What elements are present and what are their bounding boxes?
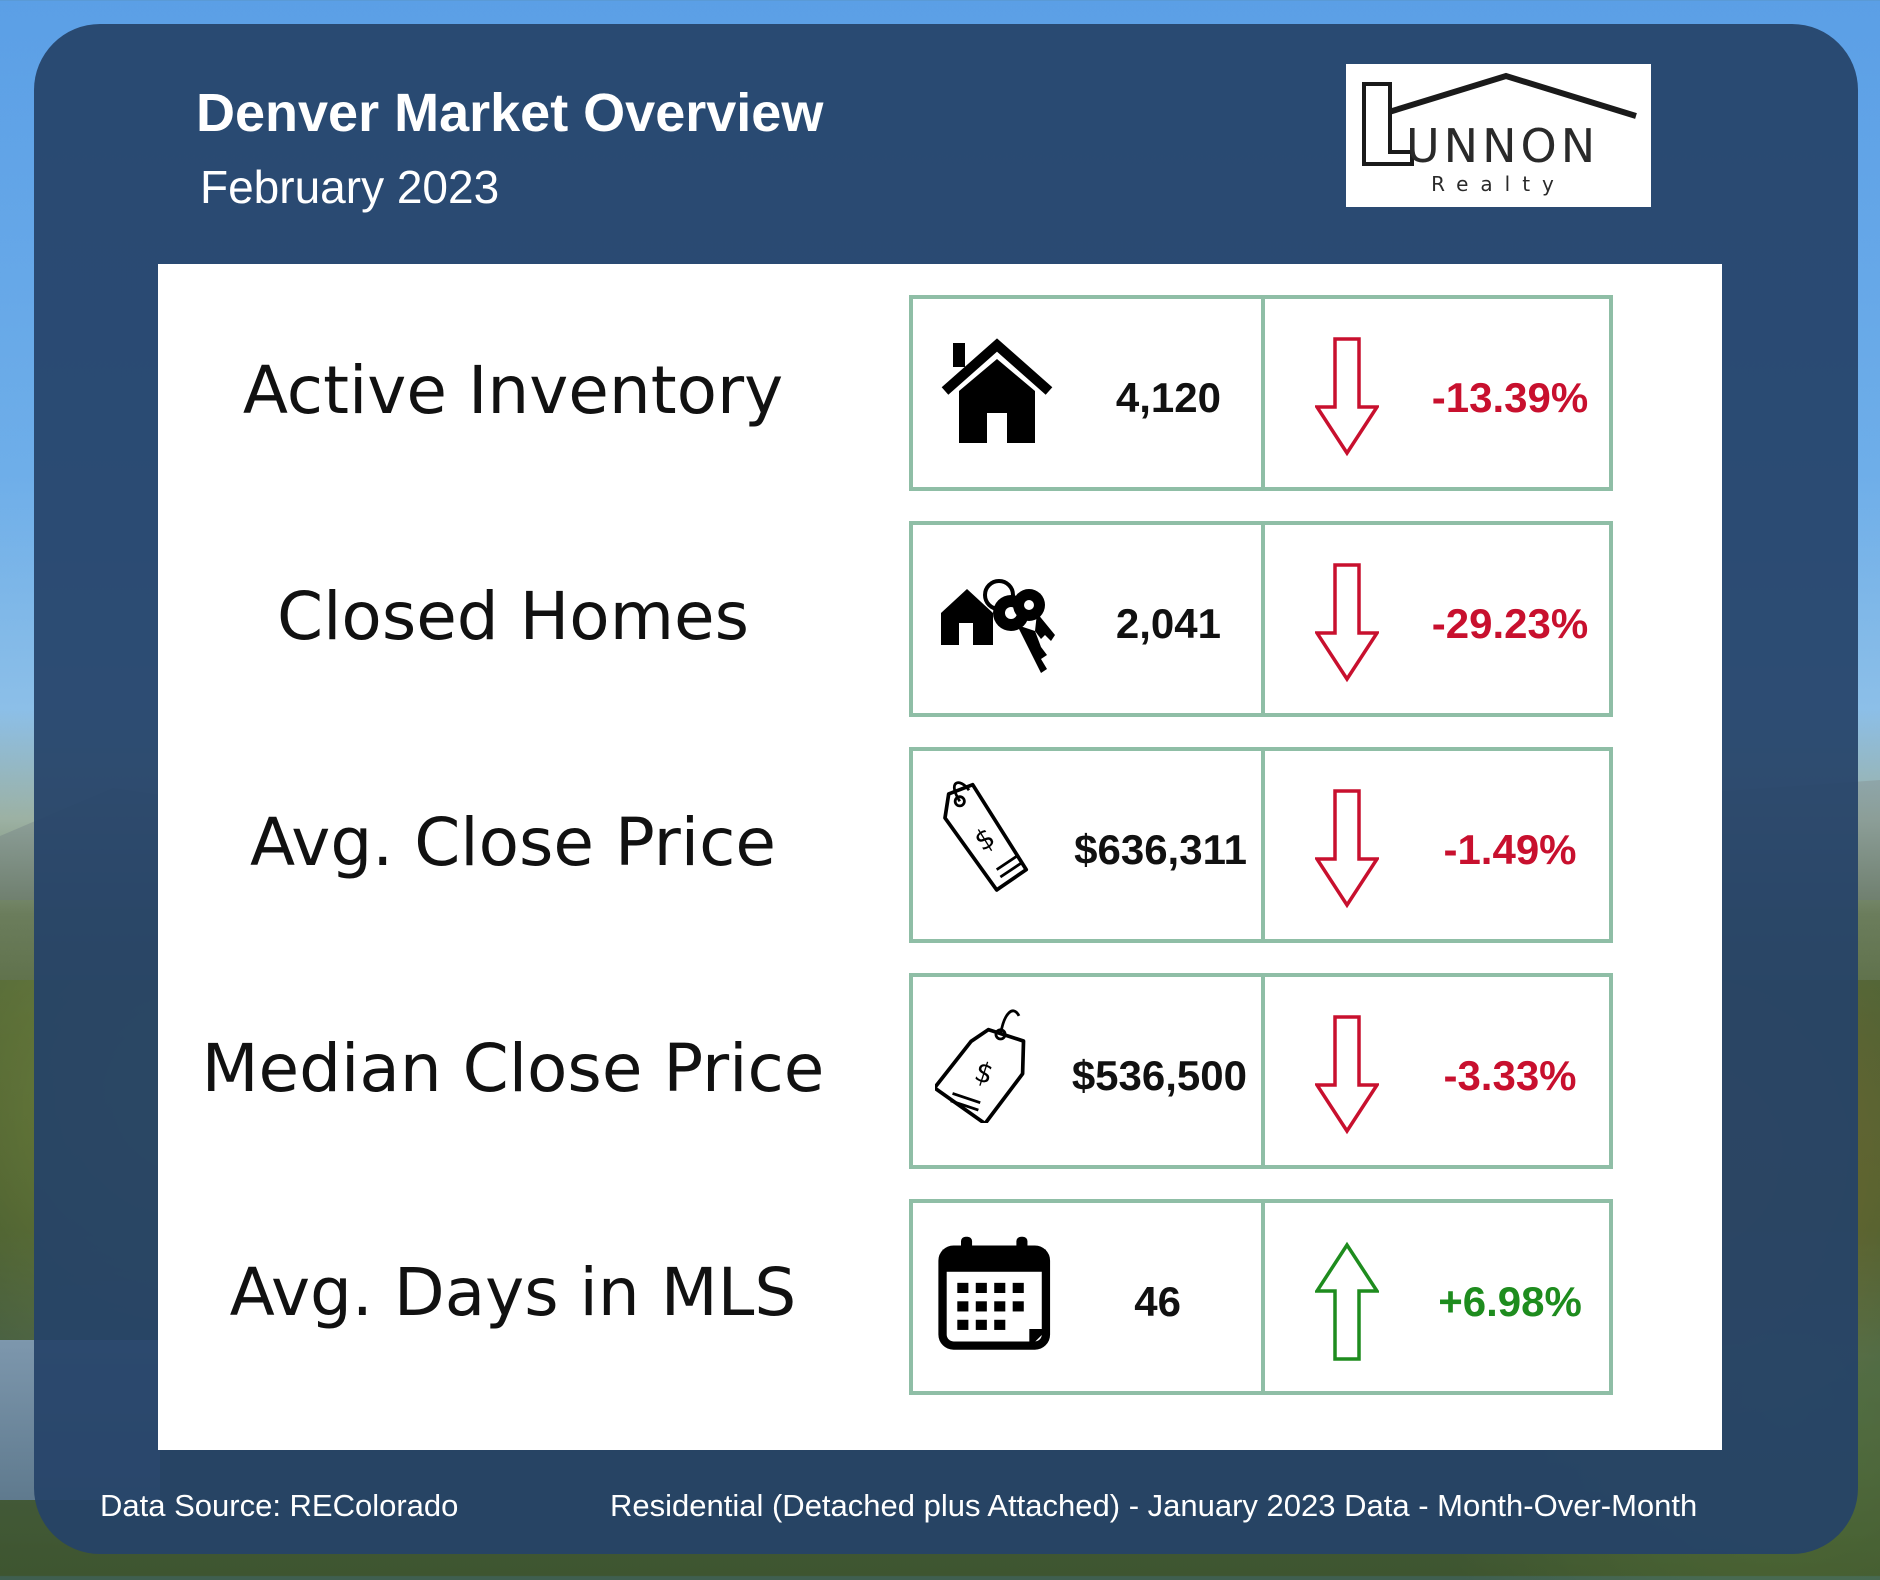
arrow-down-icon bbox=[1315, 789, 1379, 909]
price-tag-icon: $ bbox=[935, 1009, 1026, 1123]
logo-subtext: Realty bbox=[1431, 172, 1566, 196]
arrow-down-icon bbox=[1315, 337, 1379, 457]
metric-label-avg-days-in-mls: Avg. Days in MLS bbox=[229, 1254, 797, 1331]
house-icon bbox=[941, 338, 1053, 443]
metric-change-cell-median-close-price: -3.33% bbox=[1261, 973, 1613, 1169]
page-subtitle: February 2023 bbox=[200, 161, 500, 213]
metric-value: $536,500 bbox=[1071, 1052, 1247, 1099]
metric-value: 2,041 bbox=[1115, 600, 1221, 647]
arrow-up-icon bbox=[1315, 1241, 1379, 1361]
metric-change-cell-avg-close-price: -1.49% bbox=[1261, 747, 1613, 943]
metric-change-cell-active-inventory: -13.39% bbox=[1261, 295, 1613, 491]
svg-text:$: $ bbox=[968, 820, 1000, 857]
metric-change-cell-avg-days-in-mls: +6.98% bbox=[1261, 1199, 1613, 1395]
metric-change: -3.33% bbox=[1443, 1052, 1577, 1099]
metric-value-cell-active-inventory: 4,120 bbox=[909, 295, 1265, 491]
keys-icon bbox=[941, 579, 1055, 673]
arrow-down-icon bbox=[1315, 563, 1379, 683]
arrow-down-icon bbox=[1315, 1015, 1379, 1135]
metric-change: +6.98% bbox=[1438, 1278, 1582, 1325]
metric-value-cell-avg-days-in-mls: 46 bbox=[909, 1199, 1265, 1395]
metric-value-cell-avg-close-price: $ $636,311 bbox=[909, 747, 1265, 943]
price-tag-icon: $ bbox=[943, 781, 1029, 892]
data-source: Data Source: REColorado bbox=[100, 1488, 459, 1523]
page-title: Denver Market Overview bbox=[196, 83, 824, 143]
metric-change: -1.49% bbox=[1443, 826, 1577, 873]
metric-value-cell-median-close-price: $ $536,500 bbox=[909, 973, 1265, 1169]
metric-value-cell-closed-homes: 2,041 bbox=[909, 521, 1265, 717]
calendar-icon bbox=[938, 1236, 1051, 1350]
metric-change: -29.23% bbox=[1431, 600, 1589, 647]
metric-change: -13.39% bbox=[1431, 374, 1589, 421]
metric-value: $636,311 bbox=[1074, 826, 1247, 873]
data-note: Residential (Detached plus Attached) - J… bbox=[610, 1488, 1698, 1523]
metric-change-cell-closed-homes: -29.23% bbox=[1261, 521, 1613, 717]
metric-value: 4,120 bbox=[1115, 374, 1221, 421]
metric-label-avg-close-price: Avg. Close Price bbox=[250, 804, 776, 881]
svg-text:$: $ bbox=[971, 1054, 998, 1091]
metric-label-active-inventory: Active Inventory bbox=[242, 352, 784, 429]
brand-logo: UNNON Realty bbox=[1346, 64, 1651, 207]
logo-wordmark: UNNON bbox=[1406, 119, 1600, 173]
metric-label-closed-homes: Closed Homes bbox=[277, 578, 749, 655]
metric-label-median-close-price: Median Close Price bbox=[201, 1030, 825, 1107]
metric-value: 46 bbox=[1134, 1278, 1181, 1325]
